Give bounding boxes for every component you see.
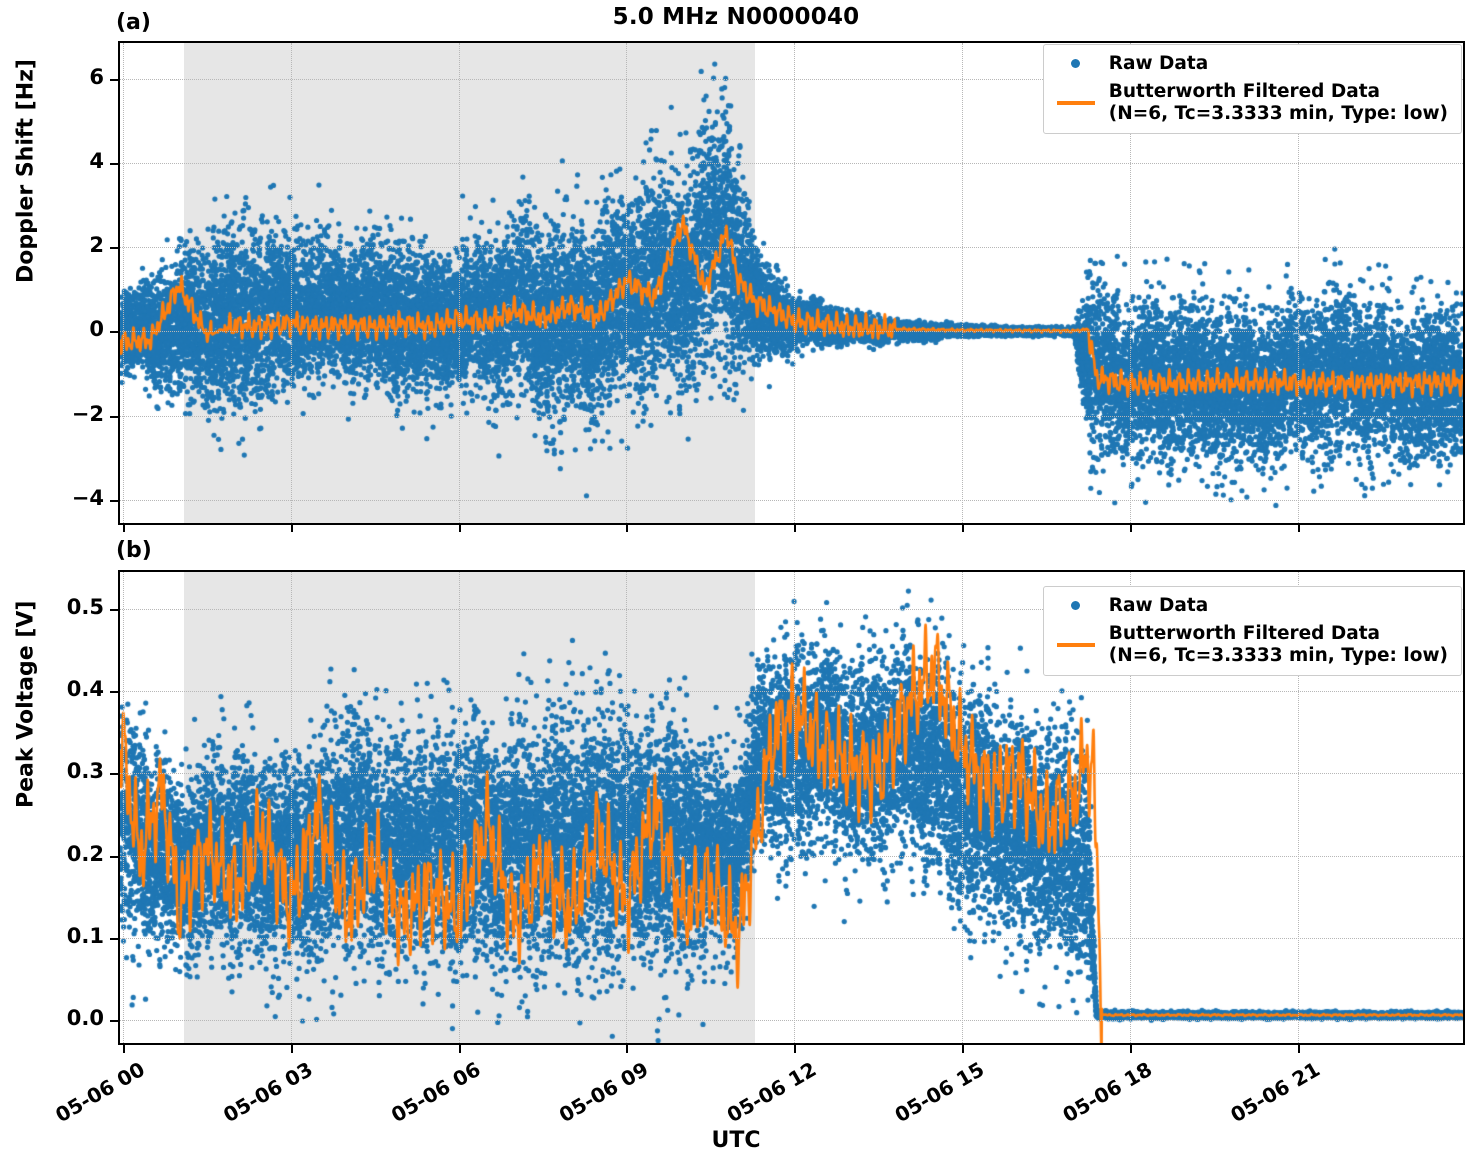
y-tick-label: 0.5 <box>66 594 104 619</box>
x-tick-mark <box>794 525 797 532</box>
x-tick-mark <box>1297 1045 1300 1053</box>
gridline-vertical <box>122 572 124 1043</box>
gridline-vertical <box>626 572 628 1043</box>
gridline-vertical <box>794 43 796 523</box>
y-tick-label: 6 <box>89 64 104 89</box>
x-tick-mark <box>290 525 293 532</box>
x-tick-mark <box>1297 525 1300 532</box>
y-tick-mark <box>110 78 118 81</box>
y-tick-label: 4 <box>89 149 104 173</box>
gridline-horizontal <box>120 608 1463 610</box>
y-tick-label: 0.2 <box>66 841 104 866</box>
x-tick-mark <box>458 1045 461 1053</box>
gridline-vertical <box>290 572 292 1043</box>
gridline-horizontal <box>120 937 1463 939</box>
gridline-vertical <box>794 572 796 1043</box>
gridline-horizontal <box>120 78 1463 80</box>
gridline-horizontal <box>120 415 1463 417</box>
x-tick-mark <box>290 1045 293 1053</box>
gridline-vertical <box>1297 572 1299 1043</box>
gridline-horizontal <box>120 163 1463 164</box>
x-tick-mark <box>1130 1045 1133 1053</box>
legend-label-filtered: Butterworth Filtered Data (N=6, Tc=3.333… <box>1108 81 1448 124</box>
legend-row-raw: Raw Data <box>1055 53 1448 74</box>
y-tick-mark <box>110 691 118 694</box>
y-tick-mark <box>110 331 118 334</box>
x-tick-mark <box>1130 525 1133 532</box>
legend-label-raw: Raw Data <box>1108 595 1209 616</box>
gridline-horizontal <box>120 691 1463 693</box>
legend-label-raw: Raw Data <box>1108 53 1209 74</box>
gridline-vertical <box>458 572 460 1043</box>
x-tick-mark <box>122 1045 125 1053</box>
x-axis-label: UTC <box>711 1128 761 1153</box>
gridline-vertical <box>458 43 460 523</box>
gridline-horizontal <box>120 247 1463 249</box>
y-tick-label: −2 <box>71 401 104 426</box>
x-tick-mark <box>962 525 965 532</box>
gridline-vertical <box>1130 43 1132 523</box>
y-tick-mark <box>110 773 118 776</box>
scatter-marker-icon <box>1055 601 1097 611</box>
y-tick-mark <box>110 415 118 418</box>
gridline-horizontal <box>120 773 1463 775</box>
y-tick-mark <box>110 855 118 858</box>
y-tick-label: 2 <box>89 233 104 258</box>
x-tick-mark <box>794 1045 797 1053</box>
y-tick-label: 0.3 <box>66 759 104 784</box>
y-tick-label: 0.1 <box>66 923 104 948</box>
legend-row-filtered: Butterworth Filtered Data (N=6, Tc=3.333… <box>1055 623 1448 666</box>
line-marker-icon <box>1055 101 1097 105</box>
y-tick-mark <box>110 499 118 502</box>
panel-a-legend: Raw Data Butterworth Filtered Data (N=6,… <box>1042 44 1462 135</box>
y-tick-mark <box>110 163 118 165</box>
y-tick-mark <box>110 1019 118 1022</box>
legend-row-filtered: Butterworth Filtered Data (N=6, Tc=3.333… <box>1055 81 1448 124</box>
legend-label-filtered: Butterworth Filtered Data (N=6, Tc=3.333… <box>1108 623 1448 666</box>
panel-b-legend: Raw Data Butterworth Filtered Data (N=6,… <box>1042 586 1462 677</box>
gridline-vertical <box>1297 43 1299 523</box>
figure-title: 5.0 MHz N0000040 <box>612 4 860 30</box>
gridline-vertical <box>626 43 628 523</box>
y-tick-label: 0 <box>89 317 104 342</box>
x-tick-mark <box>626 1045 629 1053</box>
y-tick-mark <box>110 937 118 940</box>
y-tick-mark <box>110 608 118 611</box>
gridline-vertical <box>962 43 964 523</box>
x-tick-mark <box>122 525 125 532</box>
scatter-marker-icon <box>1055 59 1097 69</box>
x-tick-mark <box>626 525 629 532</box>
gridline-vertical <box>962 572 964 1043</box>
gridline-vertical <box>290 43 292 523</box>
line-marker-icon <box>1055 643 1097 647</box>
y-tick-mark <box>110 247 118 250</box>
y-tick-label: −4 <box>71 485 104 510</box>
gridline-vertical <box>122 43 124 523</box>
panel-b-label: (b) <box>116 538 152 563</box>
gridline-horizontal <box>120 1019 1463 1021</box>
gridline-horizontal <box>120 331 1463 333</box>
panel-a-label: (a) <box>116 10 151 35</box>
legend-row-raw: Raw Data <box>1055 595 1448 616</box>
x-tick-mark <box>458 525 461 532</box>
x-tick-mark <box>962 1045 965 1053</box>
y-tick-label: 0.4 <box>66 677 104 702</box>
gridline-horizontal <box>120 855 1463 857</box>
gridline-horizontal <box>120 499 1463 501</box>
gridline-vertical <box>1130 572 1132 1043</box>
y-tick-label: 0.0 <box>66 1005 104 1030</box>
